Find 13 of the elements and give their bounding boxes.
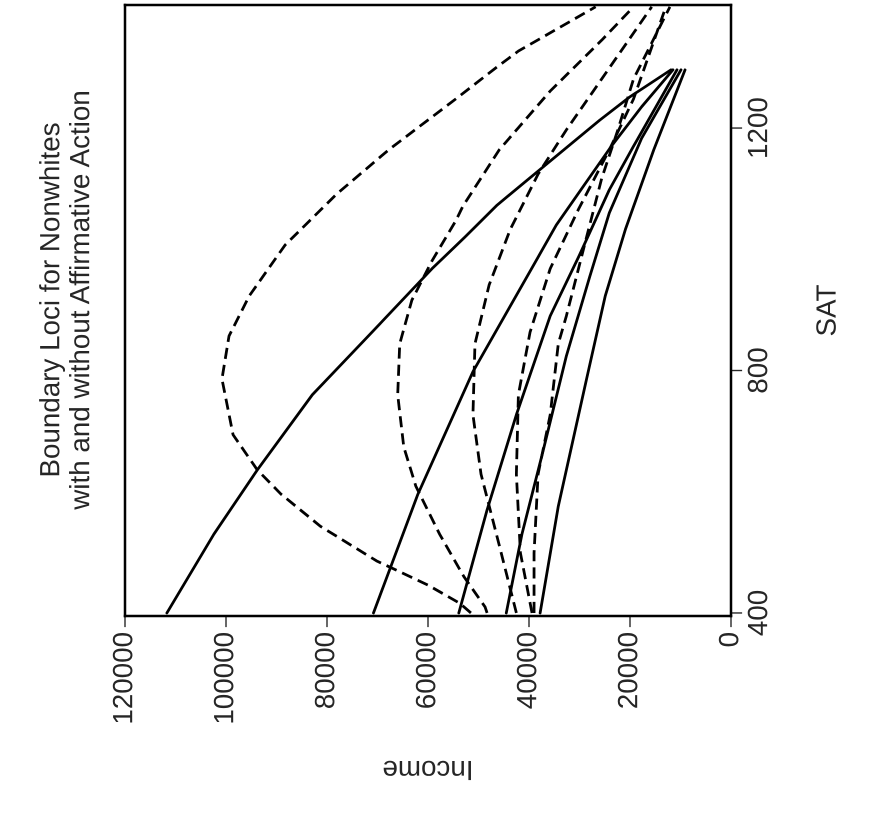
x-tick-label: 120000 (112, 633, 132, 723)
x-tick-label: 80000 (314, 633, 334, 708)
y-tick-label: 1200 (748, 98, 768, 157)
x-tick-label: 60000 (416, 633, 436, 708)
y-tick-label: 800 (748, 348, 768, 392)
text: Boundary Loci for Nonwhites with and without Affirmative Action (39, 92, 90, 510)
y-axis-title: SAT (816, 285, 836, 336)
x-tick-label: 20000 (618, 633, 638, 708)
x-tick-label: 100000 (214, 633, 234, 723)
y-tick-label: 400 (748, 590, 768, 636)
x-tick-label: 40000 (516, 633, 536, 709)
x-axis-title: Income (384, 760, 471, 780)
x-tick-label: 0 (718, 633, 738, 646)
